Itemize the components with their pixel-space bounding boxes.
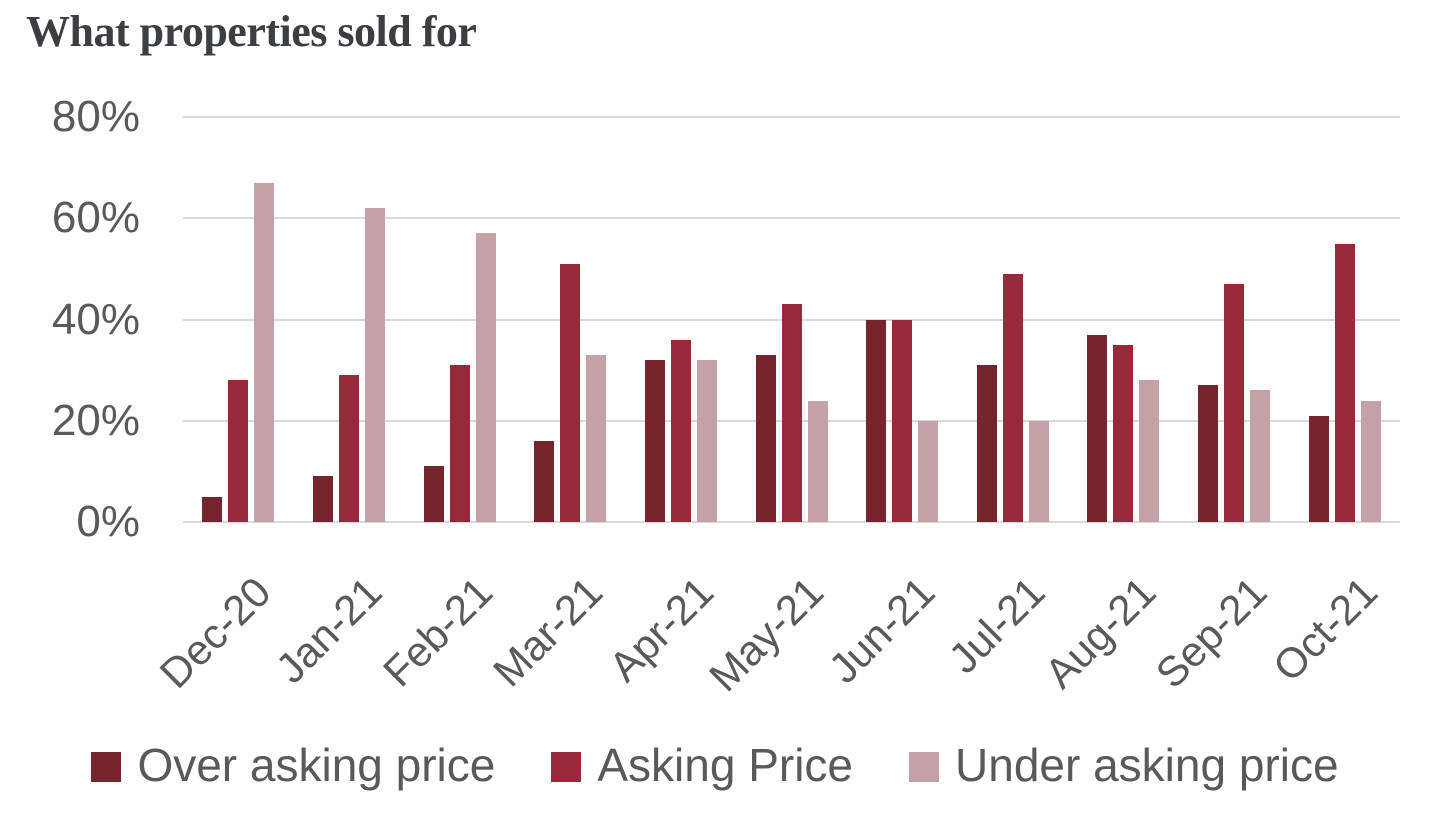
bar-under-asking-price-aug-21 bbox=[1139, 380, 1160, 522]
bar-asking-price-may-21 bbox=[781, 304, 802, 522]
bar-under-asking-price-may-21 bbox=[807, 400, 828, 522]
bars-container bbox=[183, 117, 1400, 522]
legend-swatch-icon bbox=[551, 752, 582, 782]
bar-asking-price-jun-21 bbox=[892, 319, 913, 522]
bar-group-sep-21 bbox=[1179, 117, 1290, 522]
bar-over-asking-price-jul-21 bbox=[976, 365, 997, 522]
chart-title: What properties sold for bbox=[26, 7, 477, 56]
bar-under-asking-price-oct-21 bbox=[1360, 400, 1381, 522]
legend-swatch-icon bbox=[91, 752, 122, 782]
bar-asking-price-mar-21 bbox=[560, 263, 581, 522]
gridline bbox=[183, 217, 1400, 220]
x-axis-tick-label: Mar-21 bbox=[484, 568, 612, 696]
x-axis-tick-label: May-21 bbox=[700, 568, 833, 701]
x-axis-tick-label: Oct-21 bbox=[1263, 568, 1386, 691]
bar-asking-price-dec-20 bbox=[228, 380, 249, 522]
bar-under-asking-price-sep-21 bbox=[1250, 390, 1271, 522]
x-axis-tick-label: Dec-20 bbox=[150, 568, 280, 697]
y-axis-tick-label: 0% bbox=[76, 497, 140, 546]
bar-under-asking-price-dec-20 bbox=[254, 182, 275, 522]
x-axis-tick-label: Jun-21 bbox=[819, 568, 944, 693]
bar-under-asking-price-jan-21 bbox=[364, 208, 385, 522]
x-axis-tick-label: Apr-21 bbox=[599, 568, 723, 691]
bar-group-dec-20 bbox=[183, 117, 294, 522]
bar-under-asking-price-apr-21 bbox=[696, 360, 717, 522]
legend: Over asking price Asking Price Under askin… bbox=[0, 738, 1430, 792]
bar-under-asking-price-jun-21 bbox=[918, 420, 939, 522]
bar-asking-price-apr-21 bbox=[670, 339, 691, 522]
bar-over-asking-price-feb-21 bbox=[423, 466, 444, 522]
legend-label: Over asking price bbox=[137, 739, 496, 791]
bar-asking-price-oct-21 bbox=[1334, 243, 1355, 522]
bar-group-oct-21 bbox=[1289, 117, 1400, 522]
y-axis-tick-label: 40% bbox=[51, 294, 140, 344]
y-axis-tick-label: 20% bbox=[51, 395, 140, 445]
legend-item-asking-price: Asking Price bbox=[551, 738, 853, 792]
legend-label: Under asking price bbox=[955, 739, 1339, 791]
bar-under-asking-price-mar-21 bbox=[586, 354, 607, 522]
bar-group-aug-21 bbox=[1068, 117, 1179, 522]
bar-over-asking-price-sep-21 bbox=[1198, 385, 1219, 522]
bar-group-feb-21 bbox=[404, 117, 515, 522]
bar-group-jun-21 bbox=[847, 117, 958, 522]
y-axis-tick-label: 60% bbox=[51, 193, 140, 243]
x-axis-tick-label: Aug-21 bbox=[1035, 568, 1165, 698]
y-axis-tick-label: 80% bbox=[51, 92, 140, 141]
legend-swatch-icon bbox=[909, 752, 940, 782]
bar-group-apr-21 bbox=[626, 117, 737, 522]
x-axis-tick-label: Feb-21 bbox=[373, 568, 501, 696]
bar-over-asking-price-oct-21 bbox=[1308, 415, 1329, 522]
bar-group-jul-21 bbox=[957, 117, 1068, 522]
bar-asking-price-sep-21 bbox=[1224, 284, 1245, 522]
bar-asking-price-aug-21 bbox=[1113, 344, 1134, 522]
bar-over-asking-price-mar-21 bbox=[534, 441, 555, 522]
bar-group-jan-21 bbox=[294, 117, 405, 522]
bar-over-asking-price-aug-21 bbox=[1087, 334, 1108, 522]
bar-over-asking-price-may-21 bbox=[755, 354, 776, 522]
gridline bbox=[183, 521, 1400, 523]
bar-under-asking-price-jul-21 bbox=[1028, 420, 1049, 522]
bar-group-mar-21 bbox=[515, 117, 626, 522]
legend-label: Asking Price bbox=[597, 739, 854, 791]
plot-area bbox=[183, 116, 1400, 523]
legend-item-under-asking-price: Under asking price bbox=[909, 738, 1339, 792]
bar-over-asking-price-jan-21 bbox=[312, 476, 333, 522]
bar-asking-price-feb-21 bbox=[449, 365, 470, 522]
bar-group-may-21 bbox=[736, 117, 847, 522]
bar-asking-price-jan-21 bbox=[338, 375, 359, 522]
bar-over-asking-price-jun-21 bbox=[866, 319, 887, 522]
bar-asking-price-jul-21 bbox=[1002, 273, 1023, 522]
x-axis-tick-label: Jan-21 bbox=[266, 568, 391, 693]
bar-over-asking-price-apr-21 bbox=[644, 360, 665, 522]
bar-over-asking-price-dec-20 bbox=[202, 496, 223, 522]
x-axis-tick-label: Sep-21 bbox=[1146, 568, 1276, 698]
legend-item-over-asking-price: Over asking price bbox=[91, 738, 495, 792]
bar-under-asking-price-feb-21 bbox=[475, 233, 496, 522]
gridline bbox=[183, 116, 1400, 118]
